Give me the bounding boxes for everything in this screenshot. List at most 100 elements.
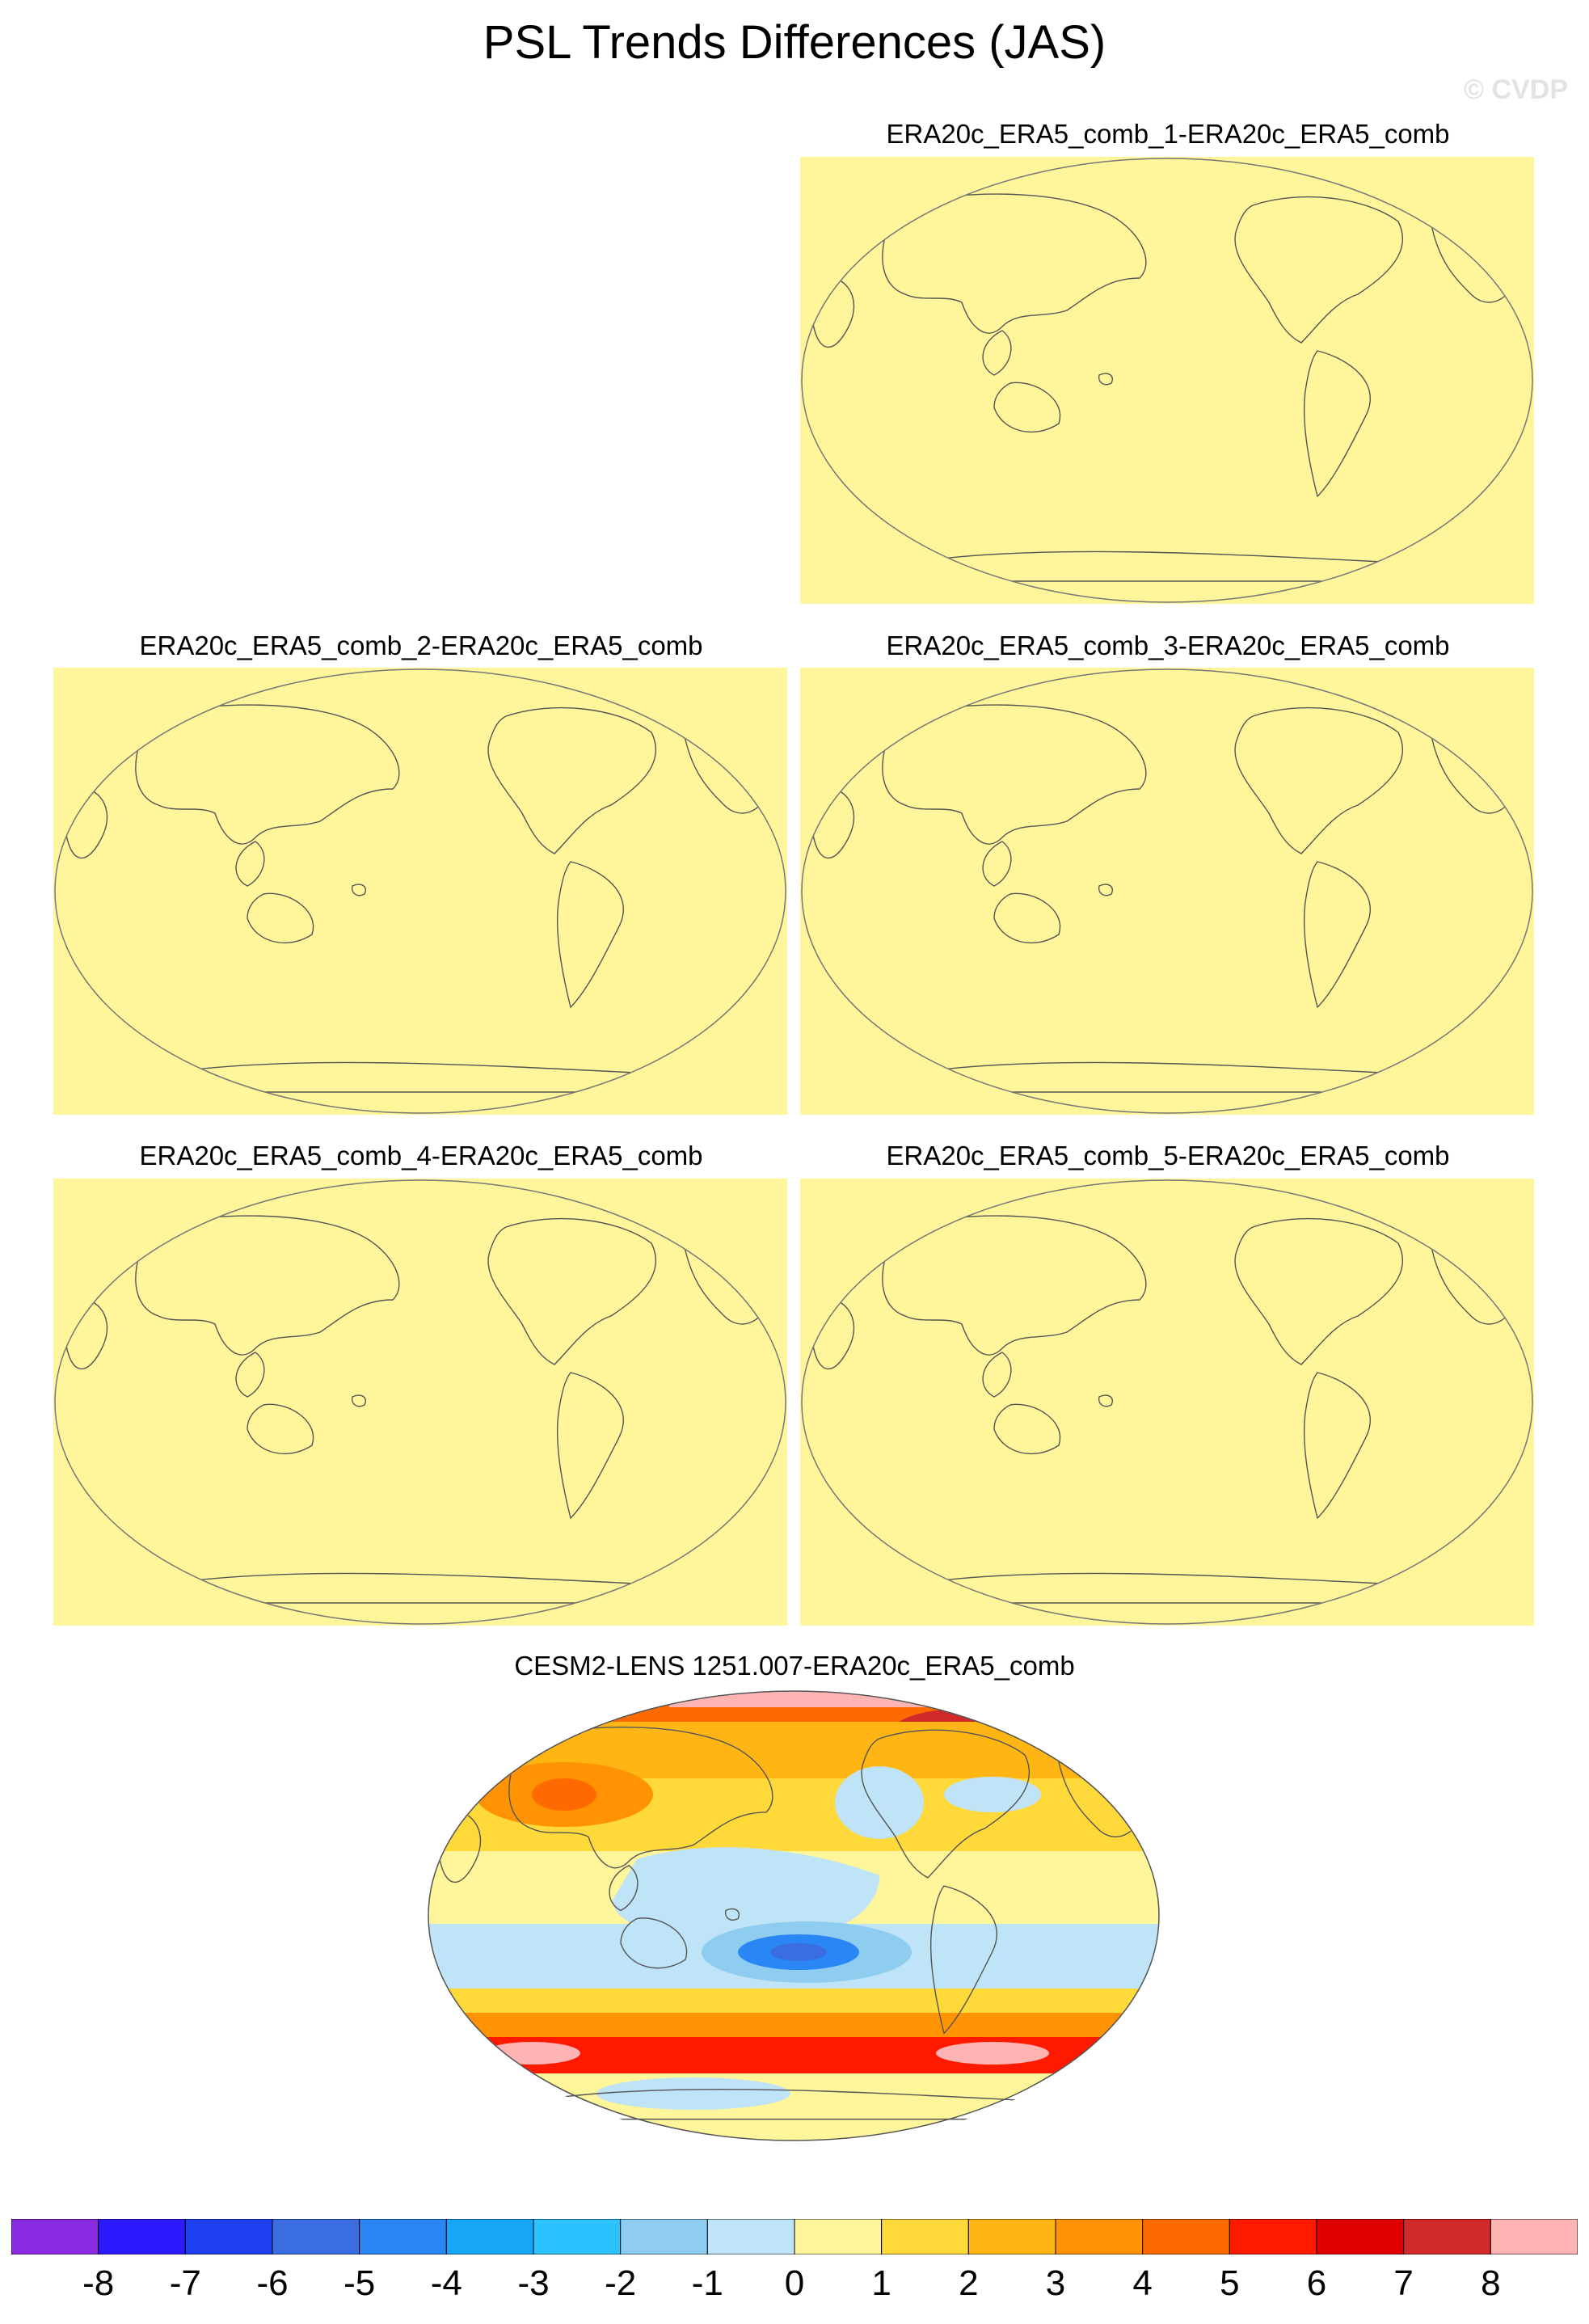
colorbar-box-8: [620, 2218, 708, 2255]
coastline-1: [882, 704, 1147, 845]
coastline-6-1: [508, 1726, 773, 1869]
watermark-text: © CVDP: [1464, 74, 1568, 105]
colorbar-label: -2: [605, 2263, 637, 2303]
coastline-2: [982, 841, 1012, 887]
coastline-1: [135, 704, 400, 845]
colorbar-label: 6: [1306, 2263, 1327, 2303]
colorbar-box-2: [98, 2218, 186, 2255]
zero-fill-background: [53, 668, 787, 1115]
coastline-6: [1303, 861, 1371, 1009]
zero-fill-background: [800, 1179, 1534, 1626]
colorbar-label: 8: [1481, 2263, 1501, 2303]
anomaly-arctic-cap: [669, 1691, 1009, 1707]
coastline-3: [247, 892, 314, 944]
colorbar-box-5: [359, 2218, 447, 2255]
coastline-4: [351, 1394, 366, 1407]
colorbar-box-1: [11, 2218, 99, 2255]
coastline-3: [993, 892, 1061, 944]
anomaly-south-pink-2: [936, 2042, 1049, 2065]
coastline-6-4: [724, 1908, 740, 1921]
coastline-6: [1303, 1372, 1371, 1520]
colorbar-box-15: [1229, 2218, 1317, 2255]
panel-title-4: ERA20c_ERA5_comb_4-ERA20c_ERA5_comb: [139, 1141, 703, 1170]
colorbar-box-16: [1316, 2218, 1405, 2255]
map-4-svg: [53, 1179, 787, 1626]
map-6-svg: [428, 1690, 1160, 2141]
coastline-6: [1303, 350, 1371, 498]
coastline-2: [235, 841, 265, 887]
colorbar-label: -7: [169, 2263, 201, 2303]
colorbar-label: 5: [1220, 2263, 1240, 2303]
map-panel-2: [53, 668, 787, 1115]
map-3-svg: [800, 668, 1534, 1115]
colorbar-box-7: [533, 2218, 622, 2255]
colorbar-box-17: [1403, 2218, 1491, 2255]
colorbar-label: -8: [82, 2263, 115, 2303]
colorbar-box-18: [1490, 2218, 1578, 2255]
anomaly-atlantic-cool: [944, 1777, 1041, 1812]
coastline-6-5: [861, 1729, 1031, 1879]
globe-outline: [54, 669, 786, 1114]
globe-outline: [801, 1179, 1533, 1625]
map-2-svg: [53, 668, 787, 1115]
globe-outline: [54, 1179, 786, 1625]
coastline-3: [993, 1403, 1061, 1455]
colorbar-label: -3: [517, 2263, 550, 2303]
coastline-5: [487, 706, 657, 854]
colorbar-svg: [11, 2218, 1578, 2255]
colorbar-box-13: [1055, 2218, 1144, 2255]
page-title: PSL Trends Differences (JAS): [483, 16, 1106, 69]
coastline-5: [487, 1217, 657, 1365]
anomaly-antarctic: [428, 2073, 1159, 2141]
anomaly-south-pacific-min: [770, 1943, 827, 1961]
coastline-5: [1234, 196, 1404, 344]
anomaly-antarctic-cool: [596, 2077, 790, 2110]
map-1-svg: [800, 157, 1534, 604]
coastline-6: [556, 1372, 624, 1520]
zero-fill-background: [800, 668, 1534, 1115]
anomaly-south-orange: [428, 2013, 1159, 2037]
anomaly-asia-core: [532, 1778, 596, 1811]
colorbar-label: -6: [256, 2263, 289, 2303]
colorbar-label: 4: [1132, 2263, 1153, 2303]
coastline-5: [1234, 706, 1404, 854]
colorbar-box-12: [967, 2218, 1056, 2255]
panel-title-5: ERA20c_ERA5_comb_5-ERA20c_ERA5_comb: [886, 1141, 1450, 1170]
colorbar-box-11: [881, 2218, 969, 2255]
colorbar-box-10: [794, 2218, 883, 2255]
coastline-6-3: [620, 1917, 688, 1969]
colorbar-label: 3: [1045, 2263, 1066, 2303]
map-panel-6: [427, 1689, 1161, 2142]
colorbar-label: -1: [691, 2263, 723, 2303]
colorbar-box-6: [445, 2218, 534, 2255]
anomaly-pacific-cool: [613, 1847, 879, 1942]
coastline-6-2: [609, 1864, 639, 1912]
map-5-svg: [800, 1179, 1534, 1626]
panel-title-2: ERA20c_ERA5_comb_2-ERA20c_ERA5_comb: [139, 631, 703, 660]
colorbar-box-4: [272, 2218, 360, 2255]
panel-title-3: ERA20c_ERA5_comb_3-ERA20c_ERA5_comb: [886, 631, 1450, 660]
coastline-4: [1098, 373, 1113, 386]
map-panel-4: [53, 1179, 787, 1626]
colorbar-box-9: [706, 2218, 795, 2255]
coastline-4: [351, 884, 366, 896]
colorbar-label: 0: [784, 2263, 805, 2303]
colorbar-label: -4: [430, 2263, 462, 2303]
anomaly-south-pink-1: [483, 2042, 580, 2065]
globe-outline: [801, 669, 1533, 1114]
map-6-outline: [428, 1690, 1160, 2141]
zero-fill-background: [53, 1179, 787, 1626]
colorbar-label: 7: [1393, 2263, 1414, 2303]
coastline-3: [247, 1403, 314, 1455]
coastline-3: [993, 382, 1061, 433]
coastline-6: [556, 861, 624, 1009]
coastline-4: [1098, 884, 1113, 896]
coastline-2: [982, 330, 1012, 376]
coastline-1: [882, 1215, 1147, 1356]
panel-title-6: CESM2-LENS 1251.007-ERA20c_ERA5_comb: [514, 1651, 1075, 1681]
map-panel-5: [800, 1179, 1534, 1626]
map-panel-1: [800, 157, 1534, 604]
zero-fill-background: [800, 157, 1534, 604]
colorbar-box-14: [1142, 2218, 1230, 2255]
anomaly-south-yellow: [428, 1989, 1159, 2013]
